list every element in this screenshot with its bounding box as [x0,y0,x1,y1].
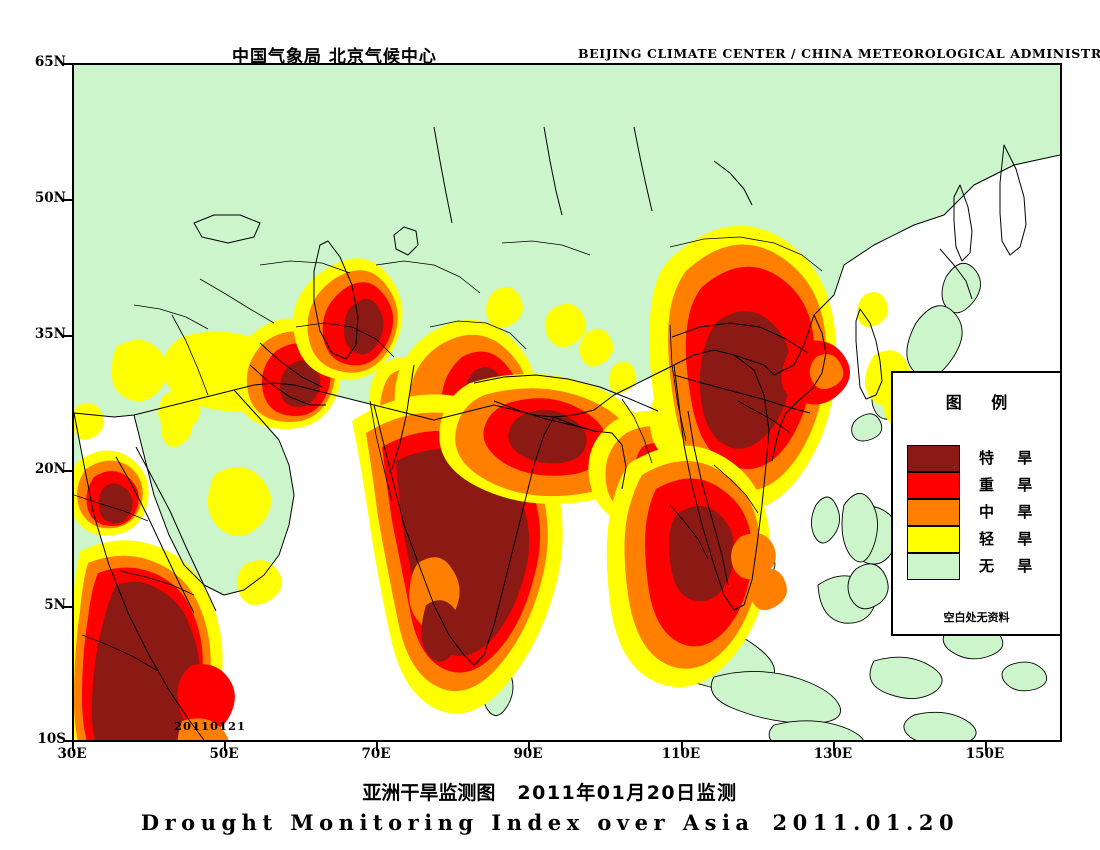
y-tick [64,335,73,337]
legend-item-light: 轻 旱 [907,526,1050,553]
title-date-cn: 2011年01月20日监测 [517,782,738,804]
x-tick [224,742,226,751]
drought-region-yemen [74,450,149,536]
y-tick [64,740,73,742]
x-tick [376,742,378,751]
agency-name-en: BEIJING CLIMATE CENTER / CHINA METEOROLO… [578,46,1100,61]
x-tick [681,742,683,751]
title-main-en: Drought Monitoring Index over Asia [140,810,755,835]
legend-item-moderate: 中 旱 [907,499,1050,526]
chart-title-en: Drought Monitoring Index over Asia 2011.0… [0,810,1100,835]
legend-label-moderate: 中 旱 [979,503,1042,521]
x-tick-label: 110E [661,746,701,762]
y-tick-label: 35N [34,326,66,342]
legend-footnote: 空白处无资料 [943,611,1010,624]
x-tick [985,742,987,751]
legend-label-extreme: 特 旱 [979,449,1042,467]
x-tick-label: 50E [209,746,239,762]
philippines [841,493,889,610]
drought-region-horn-of-africa [74,540,235,740]
legend-item-none: 无 旱 [907,553,1050,580]
chart-title-cn: 亚洲干旱监测图 2011年01月20日监测 [0,778,1100,805]
x-tick [528,742,530,751]
y-tick [64,63,73,65]
y-tick-label: 10S [37,731,66,747]
legend-title: 图 例 [945,393,1020,412]
y-tick [64,606,73,608]
x-tick [833,742,835,751]
y-tick-label: 20N [34,461,66,477]
y-tick-label: 65N [34,54,66,70]
title-main-cn: 亚洲干旱监测图 [362,782,496,804]
x-tick-label: 30E [57,746,87,762]
agency-name-cn: 中国气象局 北京气候中心 [232,47,437,67]
legend-swatch-extreme [907,445,960,472]
y-tick [64,199,73,201]
coastlines [74,126,1060,740]
date-stamp: 20110121 [174,719,247,733]
legend-swatch-light [907,526,960,553]
legend-label-none: 无 旱 [979,557,1042,575]
legend-box: 图 例 特 旱 重 旱 中 旱 轻 旱 无 旱 空白处无资料 [891,371,1062,636]
y-tick-label: 50N [34,190,66,206]
drought-region-north-china-plain [649,225,850,512]
x-tick-label: 130E [813,746,853,762]
drought-region-scattered [486,287,888,394]
y-tick [64,470,73,472]
x-tick-label: 70E [361,746,391,762]
x-tick [72,742,74,751]
legend-swatch-none [907,553,960,580]
legend-label-light: 轻 旱 [979,530,1042,548]
legend-label-severe: 重 旱 [979,476,1042,494]
x-tick-label: 90E [513,746,543,762]
legend-swatch-severe [907,472,960,499]
drought-region-indochina [606,445,787,688]
y-tick-label: 5N [44,597,66,613]
x-tick-label: 150E [965,746,1005,762]
legend-item-severe: 重 旱 [907,472,1050,499]
legend-swatch-moderate [907,499,960,526]
title-date-en: 2011.01.20 [772,810,960,835]
legend-item-extreme: 特 旱 [907,445,1050,472]
drought-map [74,65,1060,740]
